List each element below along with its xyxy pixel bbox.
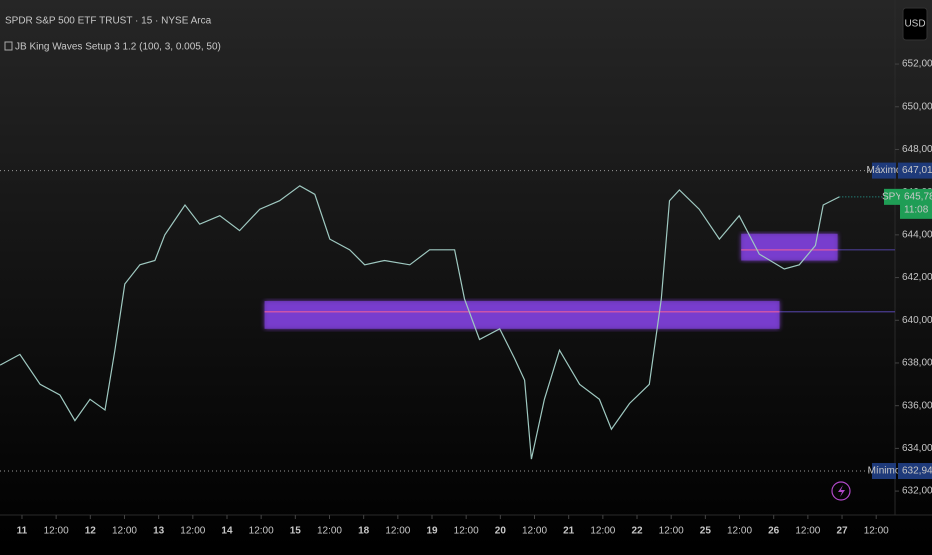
x-tick-label: 12:00: [795, 526, 820, 537]
last-price: 645,78: [904, 192, 932, 203]
x-tick-label: 15: [290, 526, 302, 537]
x-tick-label: 12:00: [727, 526, 752, 537]
extreme-value-box: [898, 463, 932, 480]
y-tick-label: 640,00: [902, 315, 932, 326]
indicator-icon: [4, 41, 13, 51]
x-tick-label: 27: [836, 526, 848, 537]
y-tick-label: 642,00: [902, 272, 932, 283]
y-tick-label: 636,00: [902, 400, 932, 411]
x-tick-label: 13: [153, 526, 165, 537]
symbol-box: [884, 188, 900, 205]
x-tick-label: 11: [17, 526, 28, 537]
x-tick-label: 12:00: [44, 526, 69, 537]
y-tick-label: 644,00: [902, 230, 932, 241]
x-tick-label: 12:00: [112, 526, 137, 537]
currency-box[interactable]: [902, 7, 928, 41]
x-tick-label: 12:00: [590, 526, 615, 537]
extreme-value: 647,01: [902, 165, 932, 176]
y-tick-label: 638,00: [902, 358, 932, 369]
extreme-name-box: [872, 463, 896, 480]
x-tick-label: 20: [495, 526, 507, 537]
currency: USD: [904, 19, 925, 30]
x-tick-label: 12:00: [249, 526, 274, 537]
alert-icon[interactable]: [831, 481, 851, 501]
x-tick-label: 21: [563, 526, 575, 537]
alert-bolt: [838, 485, 845, 497]
x-tick-label: 12:00: [180, 526, 205, 537]
last-price-box: [900, 188, 932, 219]
zone: [741, 233, 838, 261]
y-tick-label: 632,00: [902, 486, 932, 497]
countdown: 11:08: [904, 205, 929, 216]
x-tick-label: 12:00: [317, 526, 342, 537]
zone: [264, 301, 780, 329]
y-tick-label: 650,00: [902, 101, 932, 112]
x-tick-label: 22: [631, 526, 643, 537]
x-tick-label: 25: [700, 526, 712, 537]
y-tick-label: 652,00: [902, 59, 932, 70]
x-tick-label: 12:00: [454, 526, 479, 537]
symbol: SPY: [882, 192, 902, 203]
x-tick-label: 12:00: [522, 526, 547, 537]
x-tick-label: 18: [358, 526, 370, 537]
x-tick-label: 12: [85, 526, 97, 537]
x-tick-label: 12:00: [385, 526, 410, 537]
x-tick-label: 12:00: [864, 526, 889, 537]
extreme-value: 632,94: [902, 466, 932, 477]
extreme-name: Mínimo: [868, 466, 901, 477]
extreme-name-box: [872, 162, 896, 179]
x-tick-label: 14: [221, 526, 233, 537]
y-tick-label: 634,00: [902, 443, 932, 454]
y-tick-label: 648,00: [902, 144, 932, 155]
price-line: [0, 185, 840, 460]
x-tick-label: 19: [426, 526, 438, 537]
indicator-name: JB King Waves Setup 3 1.2 (100, 3, 0.005…: [15, 42, 221, 53]
chart-title: SPDR S&P 500 ETF TRUST · 15 · NYSE Arca: [5, 16, 212, 27]
x-tick-label: 12:00: [659, 526, 684, 537]
extreme-value-box: [898, 162, 932, 179]
x-tick-label: 26: [768, 526, 780, 537]
extreme-name: Máximo: [866, 165, 901, 176]
